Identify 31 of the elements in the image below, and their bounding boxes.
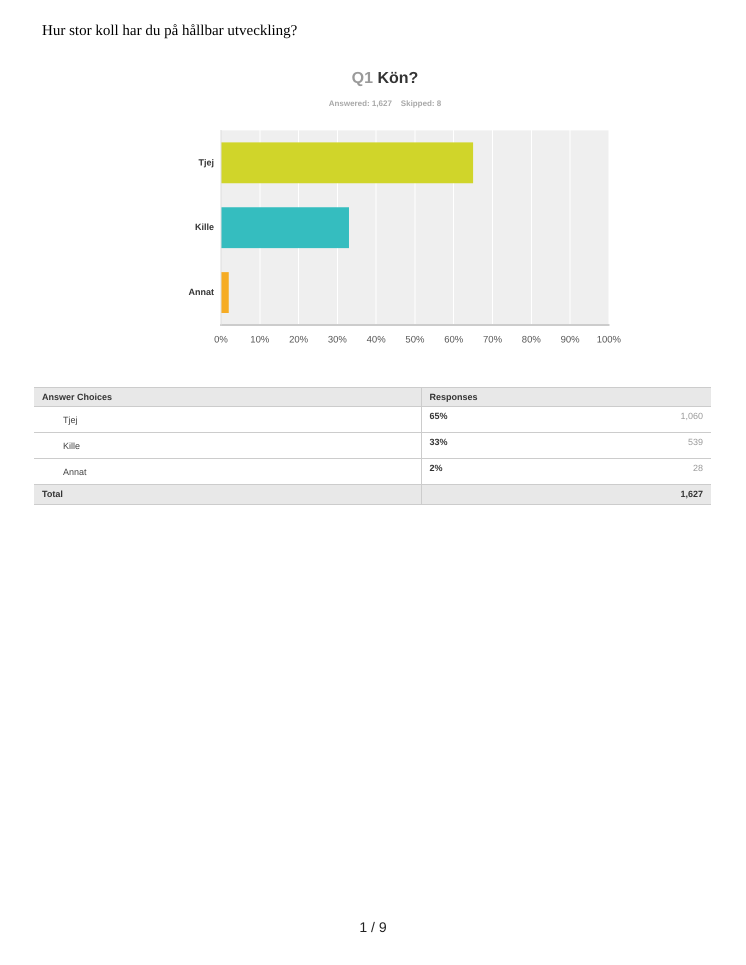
x-tick-label: 100% [596,334,622,346]
x-tick-label: 80% [522,334,542,346]
chart-subtitle: Answered: 1,627 Skipped: 8 [328,99,442,108]
text: 1,060 [679,410,704,423]
x-tick-label: 20% [289,334,309,346]
x-tick-label: 30% [328,334,348,346]
category-label: Annat [63,467,87,477]
chart-title: Q1 Kön? [352,70,418,87]
text: Responses [421,388,711,406]
x-tick-label: 70% [482,334,503,346]
text: Answer Choices [34,388,421,406]
text: 65% [428,410,449,423]
x-tick-label: 90% [560,334,580,346]
x-tick-label: 60% [444,334,464,346]
y-tick-label: Tjej [198,157,214,168]
x-tick-label: 10% [250,334,270,346]
text: 2% [428,462,444,475]
text: 33% [428,436,449,449]
y-tick-label: Annat [188,287,214,298]
category-label: Tjej [63,415,78,425]
text: 1,627 [421,484,711,504]
x-tick-label: 40% [366,334,386,346]
x-tick-label: 0% [214,334,228,346]
category-label: Kille [63,441,80,451]
text: Hur stor koll har du på hållbar utveckling? [42,23,298,40]
text: 539 [686,436,704,449]
text: Total [34,484,421,504]
text: 28 [692,462,704,475]
text: 1 / 9 [358,919,388,935]
x-tick-label: 50% [405,334,425,346]
y-tick-label: Kille [194,222,214,232]
